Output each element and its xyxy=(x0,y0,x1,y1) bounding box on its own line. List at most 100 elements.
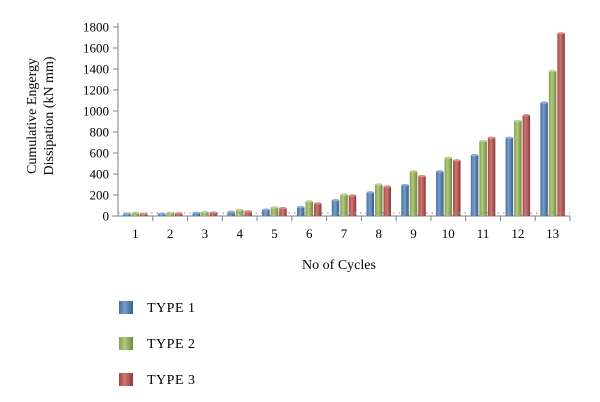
bar-top xyxy=(279,206,287,210)
y-tick-label: 1600 xyxy=(83,41,109,56)
bar-type-2 xyxy=(201,212,209,216)
bar-type-1 xyxy=(505,137,514,216)
x-tick-label: 3 xyxy=(202,226,209,241)
y-tick-label: 1000 xyxy=(83,104,109,119)
bar-top xyxy=(157,212,166,215)
legend-swatch-type-1 xyxy=(119,301,133,314)
x-tick-label: 6 xyxy=(306,226,313,241)
bar-top xyxy=(209,211,218,214)
x-tick-label: 4 xyxy=(236,226,243,241)
y-tick-label: 200 xyxy=(90,188,110,203)
bar-top xyxy=(340,193,348,196)
bar-top xyxy=(557,32,565,35)
bar-type-3 xyxy=(348,195,357,216)
bar-top xyxy=(505,136,514,139)
bar-top xyxy=(348,194,357,197)
bar-type-1 xyxy=(470,155,479,216)
bar-top xyxy=(244,210,252,213)
bar-type-3 xyxy=(418,176,426,216)
bar-type-2 xyxy=(444,157,453,216)
bar-top xyxy=(514,119,522,123)
legend-label: TYPE 1 xyxy=(147,301,196,316)
legend: TYPE 1 TYPE 2 TYPE 3 xyxy=(119,301,196,388)
bar-type-2 xyxy=(131,212,140,216)
bar-type-3 xyxy=(279,208,287,216)
bar-type-2 xyxy=(340,194,348,216)
x-tick-label: 12 xyxy=(511,226,524,241)
x-tick-label: 9 xyxy=(410,226,417,241)
bar-type-2 xyxy=(375,184,383,216)
y-tick-label: 800 xyxy=(90,125,110,140)
x-tick-label: 7 xyxy=(341,226,348,241)
bar-type-3 xyxy=(453,160,461,216)
bar-type-1 xyxy=(296,207,305,216)
x-tick-label: 1 xyxy=(132,226,139,241)
bar-type-1 xyxy=(540,102,548,216)
x-tick-label: 13 xyxy=(546,226,559,241)
bar-top xyxy=(418,174,426,178)
bar-top xyxy=(262,208,270,211)
bar-type-1 xyxy=(262,209,270,216)
bar-top xyxy=(487,136,496,139)
bar-top xyxy=(383,185,392,188)
bar-top xyxy=(444,156,453,159)
bar-type-2 xyxy=(270,207,279,216)
bar-type-1 xyxy=(192,212,201,216)
x-axis-label: No of Cycles xyxy=(302,258,376,273)
bar-type-1 xyxy=(401,185,409,216)
bar-top xyxy=(470,153,479,157)
bar-type-3 xyxy=(383,186,392,216)
bar-type-3 xyxy=(244,211,252,216)
y-tick-label: 400 xyxy=(90,167,110,182)
legend-swatch-type-3 xyxy=(119,373,133,386)
bar-type-2 xyxy=(479,140,487,216)
bar-top xyxy=(313,202,322,205)
bar-type-3 xyxy=(522,115,531,216)
bar-type-3 xyxy=(209,212,218,216)
bar-top xyxy=(409,170,418,173)
legend-label: TYPE 3 xyxy=(147,373,196,388)
bar-top xyxy=(331,199,340,202)
x-tick-label: 5 xyxy=(271,226,278,241)
x-tick-label: 8 xyxy=(376,226,383,241)
bar-top xyxy=(548,69,557,73)
x-tick-label: 2 xyxy=(167,226,174,241)
bar-type-3 xyxy=(174,213,183,216)
bar-type-3 xyxy=(557,33,565,216)
bar-top xyxy=(296,205,305,209)
y-tick-label: 600 xyxy=(90,146,110,161)
y-tick-label: 1400 xyxy=(83,62,109,77)
y-tick-label: 1800 xyxy=(83,20,109,35)
bar-type-2 xyxy=(548,71,557,216)
bar-type-1 xyxy=(227,211,235,216)
y-axis-label-line-1: Cumulative Engergy xyxy=(25,58,40,174)
bar-top xyxy=(305,200,313,203)
bar-top xyxy=(270,206,279,209)
y-tick-label: 0 xyxy=(103,209,110,224)
bar-top xyxy=(366,191,375,194)
bar-top xyxy=(123,212,131,215)
bar-top xyxy=(453,159,461,162)
bar-type-1 xyxy=(331,200,340,216)
bar-top xyxy=(235,208,244,212)
bar-top xyxy=(540,101,548,104)
x-tick-label: 10 xyxy=(442,226,455,241)
legend-swatch-type-2 xyxy=(119,337,133,350)
bar-top xyxy=(401,183,409,187)
bar-top xyxy=(522,114,531,117)
bar-type-1 xyxy=(436,171,444,216)
bar-type-2 xyxy=(409,171,418,216)
legend-label: TYPE 2 xyxy=(147,337,196,352)
x-tick-label: 11 xyxy=(477,226,490,241)
bar-type-2 xyxy=(305,201,313,216)
bar-type-2 xyxy=(514,120,522,216)
bar-type-1 xyxy=(366,192,375,216)
y-tick-label: 1200 xyxy=(83,83,109,98)
bar-top xyxy=(436,170,444,173)
bar-type-2 xyxy=(166,212,174,216)
y-axis-label-line-2: Dissipation (kN mm) xyxy=(42,56,57,175)
bar-top xyxy=(201,210,209,214)
